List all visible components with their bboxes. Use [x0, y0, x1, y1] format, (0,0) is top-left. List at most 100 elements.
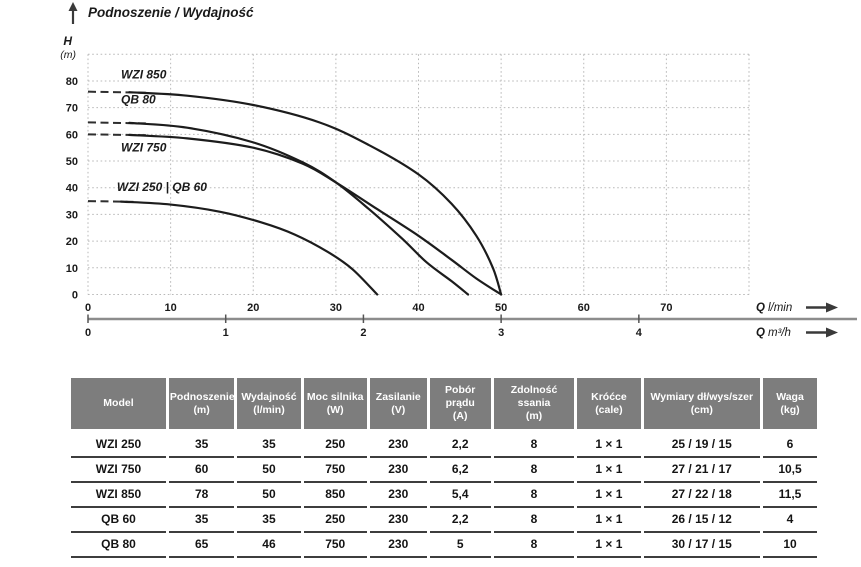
- y-tick-label: 70: [66, 103, 78, 115]
- y-axis-title-arrow-icon: [68, 2, 78, 24]
- y-tick-label: 50: [66, 156, 78, 168]
- table-header-cell: Pobór prądu (A): [429, 378, 491, 434]
- table-cell: 8: [493, 458, 575, 484]
- dash-lead-wzi-850: [87, 90, 146, 94]
- table-cell: 10,5: [763, 458, 817, 484]
- curve-wzi-750: [128, 133, 503, 296]
- table-cell: 65: [168, 533, 235, 559]
- dash-lead-qb-80: [87, 121, 146, 125]
- table-row: WZI 750 60 50 750 230 6,2 8 1 × 1 27 / 21 / 17 10…: [71, 458, 817, 484]
- table-cell-model: WZI 850: [71, 483, 166, 509]
- table-cell-model: WZI 750: [71, 458, 166, 484]
- table-header-cell: Model: [71, 378, 166, 434]
- table-cell: 35: [237, 433, 301, 459]
- table-row: QB 80 65 46 750 230 5 8 1 × 1 30 / 17 / 15 10: [71, 533, 817, 559]
- table-cell: 5: [429, 533, 491, 559]
- chart-grid: [87, 53, 750, 295]
- table-header-cell: Wydajność (l/min): [237, 378, 301, 434]
- y-tick-label: 0: [72, 290, 78, 302]
- table-cell: 6: [763, 433, 817, 459]
- table-cell: 50: [237, 458, 301, 484]
- x-tick-label-lmin: 30: [330, 302, 342, 314]
- pump-spec-table: Model Podnoszenie (m) Wydajność (l/min) Moc s…: [68, 378, 820, 559]
- table-cell: 30 / 17 / 15: [643, 533, 761, 559]
- chart-axes: [87, 314, 857, 323]
- table-cell: 11,5: [763, 483, 817, 509]
- table-header-cell: Króćce (cale): [577, 378, 641, 434]
- y-tick-label: 80: [66, 76, 78, 88]
- y-tick-label: 30: [66, 209, 78, 221]
- chart-svg: WZI 850 QB 80 WZI 750 WZI 250 | QB 60 80 70 6…: [60, 2, 857, 339]
- table-cell: 230: [369, 533, 427, 559]
- table-cell: 1 × 1: [577, 483, 641, 509]
- x-tick-label-lmin: 60: [578, 302, 590, 314]
- table-cell: 27 / 21 / 17: [643, 458, 761, 484]
- table-header-cell: Wymiary dł/wys/szer (cm): [643, 378, 761, 434]
- x-axis-lmin-arrow-icon: [806, 302, 838, 313]
- table-cell: 8: [493, 533, 575, 559]
- curve-label-qb-80: QB 80: [121, 93, 156, 107]
- pump-performance-chart: WZI 850 QB 80 WZI 750 WZI 250 | QB 60 80 70 6…: [60, 2, 857, 339]
- curve-label-wzi-250-qb-60: WZI 250 | QB 60: [117, 180, 207, 194]
- x-tick-label-lmin: 0: [85, 302, 91, 314]
- table-cell: 35: [168, 433, 235, 459]
- table-cell: 230: [369, 508, 427, 534]
- x-tick-label-m3h: 0: [85, 327, 91, 339]
- table-cell: 1 × 1: [577, 508, 641, 534]
- table-cell: 5,4: [429, 483, 491, 509]
- table-row: QB 60 35 35 250 230 2,2 8 1 × 1 26 / 15 / 12 4: [71, 508, 817, 534]
- table-cell: 78: [168, 483, 235, 509]
- x-tick-label-lmin: 50: [495, 302, 507, 314]
- table-header-cell: Zdolność ssania (m): [493, 378, 575, 434]
- y-axis-unit: (m): [60, 49, 76, 61]
- y-tick-label: 10: [66, 263, 78, 275]
- x-tick-label-m3h: 1: [223, 327, 229, 339]
- x-tick-label-m3h: 3: [498, 327, 504, 339]
- x-tick-label-m3h: 2: [360, 327, 366, 339]
- table-cell: 25 / 19 / 15: [643, 433, 761, 459]
- table-cell: 750: [303, 533, 367, 559]
- dash-lead-wzi-750: [87, 133, 146, 137]
- table-cell: 1 × 1: [577, 533, 641, 559]
- table-cell: 750: [303, 458, 367, 484]
- table-cell: 250: [303, 433, 367, 459]
- table-cell-model: QB 80: [71, 533, 166, 559]
- table-cell: 2,2: [429, 508, 491, 534]
- table-cell: 50: [237, 483, 301, 509]
- x-axis-m3h-arrow-icon: [806, 327, 838, 338]
- table-header-cell: Podnoszenie (m): [168, 378, 235, 434]
- table-cell: 46: [237, 533, 301, 559]
- table-header-cell: Moc silnika (W): [303, 378, 367, 434]
- table-cell: 230: [369, 433, 427, 459]
- curve-qb-80: [128, 121, 470, 296]
- table-cell: 6,2: [429, 458, 491, 484]
- x-tick-label-lmin: 10: [165, 302, 177, 314]
- table-header-row: Model Podnoszenie (m) Wydajność (l/min) Moc s…: [71, 378, 817, 434]
- chart-title: Podnoszenie / Wydajność: [88, 5, 254, 20]
- table-cell: 8: [493, 508, 575, 534]
- table-cell: 4: [763, 508, 817, 534]
- curve-label-wzi-750: WZI 750: [121, 141, 167, 155]
- table-cell: 230: [369, 483, 427, 509]
- table-cell: 8: [493, 433, 575, 459]
- curve-label-wzi-850: WZI 850: [121, 67, 167, 81]
- y-tick-label: 40: [66, 183, 78, 195]
- table-cell-model: WZI 250: [71, 433, 166, 459]
- table-cell: 230: [369, 458, 427, 484]
- curve-wzi-850: [128, 91, 503, 296]
- table-row: WZI 850 78 50 850 230 5,4 8 1 × 1 27 / 22 / 18 11…: [71, 483, 817, 509]
- table-header-cell: Waga (kg): [763, 378, 817, 434]
- table-cell: 35: [168, 508, 235, 534]
- x-tick-label-lmin: 70: [660, 302, 672, 314]
- table-cell: 10: [763, 533, 817, 559]
- y-tick-label: 60: [66, 129, 78, 141]
- table-cell: 250: [303, 508, 367, 534]
- y-axis-symbol: H: [63, 34, 72, 48]
- table-cell: 1 × 1: [577, 458, 641, 484]
- table-cell: 60: [168, 458, 235, 484]
- table-cell: 26 / 15 / 12: [643, 508, 761, 534]
- table-cell: 1 × 1: [577, 433, 641, 459]
